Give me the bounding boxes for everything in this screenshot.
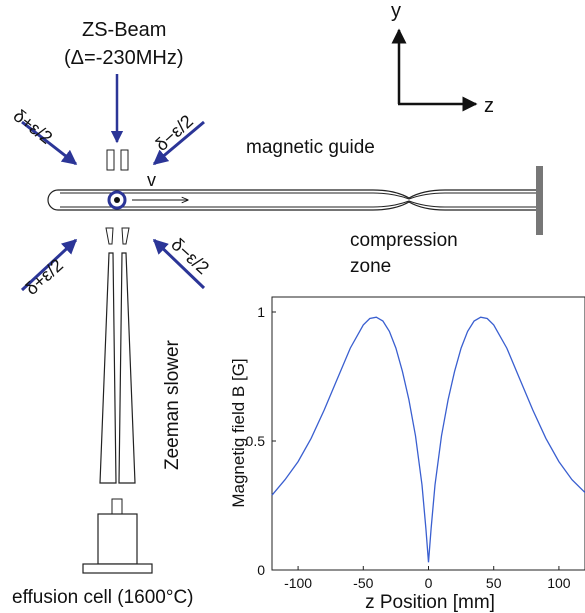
lower-aperture-right xyxy=(121,227,130,245)
zs-beam-label: ZS-Beam xyxy=(82,19,166,41)
beam-arrow-lower-left xyxy=(20,238,78,292)
effusion-cell-base xyxy=(82,563,153,574)
plot-ylabel: Magnetig field B [G] xyxy=(229,358,248,507)
velocity-label: v xyxy=(147,170,156,190)
zeeman-slower-right-wall xyxy=(118,252,136,484)
effusion-cell-nozzle xyxy=(111,498,123,515)
upper-aperture-right xyxy=(120,149,129,171)
x-tick-label: 0 xyxy=(425,575,433,591)
lower-aperture-left xyxy=(105,227,114,245)
beam-arrow-upper-left xyxy=(21,120,78,166)
magnetic-guide-inner xyxy=(60,192,538,208)
zeeman-slower-left-wall xyxy=(99,252,117,484)
y-tick-label: 0 xyxy=(257,562,265,578)
magnetic-guide-label: magnetic guide xyxy=(246,137,375,158)
magnetic-guide-outer xyxy=(47,189,539,211)
x-tick-label: -50 xyxy=(353,575,373,591)
zs-beam-detuning: (Δ=-230MHz) xyxy=(64,47,184,69)
axis-z-label: z xyxy=(484,95,494,117)
beam-arrow-lower-right xyxy=(152,238,206,290)
plot-xlabel: z Position [mm] xyxy=(365,592,495,613)
plot-frame xyxy=(271,296,585,571)
atom-cloud-ring xyxy=(107,190,127,210)
x-tick-label: 50 xyxy=(486,575,502,591)
plot-ticks: -100 -50 0 50 100 0 0.5 1 xyxy=(246,304,571,591)
effusion-cell-label: effusion cell (1600°C) xyxy=(12,587,194,608)
compression-label-line2: zone xyxy=(350,256,391,277)
coordinate-axes: y z xyxy=(391,0,494,117)
effusion-cell-body xyxy=(97,513,138,565)
x-tick-label: 100 xyxy=(547,575,571,591)
atom-cloud-core xyxy=(114,197,120,203)
zeeman-slower-label: Zeeman slower xyxy=(162,339,183,470)
compression-label-line1: compression xyxy=(350,230,458,251)
upper-aperture-left xyxy=(106,149,115,171)
beam-label-lower-right: δ−ε/2 xyxy=(167,234,213,278)
field-curve xyxy=(271,316,585,563)
beam-label-lower-left: δ+ε/2 xyxy=(21,255,67,299)
guide-end-plate xyxy=(536,166,543,235)
y-tick-label: 0.5 xyxy=(246,433,266,449)
field-plot: -100 -50 0 50 100 0 0.5 1 z Position [mm] Magne… xyxy=(229,296,585,613)
y-tick-label: 1 xyxy=(257,304,265,320)
axis-y-label: y xyxy=(391,0,401,22)
beam-arrow-upper-right xyxy=(152,120,205,166)
x-tick-label: -100 xyxy=(284,575,312,591)
